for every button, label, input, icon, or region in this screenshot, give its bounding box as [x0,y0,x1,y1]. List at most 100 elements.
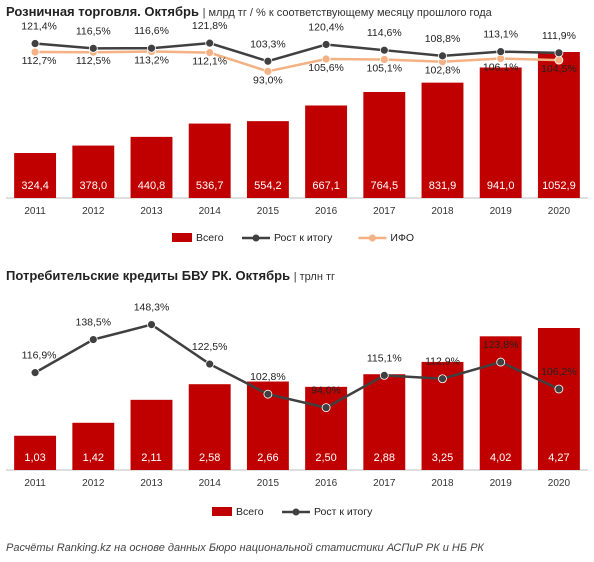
bar-value-label: 440,8 [138,180,166,192]
point-value-label: 108,8% [425,33,461,45]
x-tick-label: 2011 [24,478,46,489]
bar-value-label: 941,0 [487,180,515,192]
x-tick-label: 2014 [199,478,222,489]
x-tick-label: 2018 [431,478,454,489]
x-tick-label: 2016 [315,478,338,489]
x-tick-label: 2015 [257,478,280,489]
bar [72,422,115,470]
bar [72,145,115,198]
legend-label: ИФО [390,232,414,244]
bar-value-label: 1,42 [83,452,104,464]
point-value-label: 112,5% [76,55,111,67]
legend-marker [252,234,260,242]
bar [421,82,464,198]
point-value-label: 123,8% [483,339,519,351]
x-tick-label: 2014 [199,206,222,217]
point-value-label: 121,4% [21,22,57,33]
point-value-label: 105,1% [366,62,402,74]
x-tick-label: 2020 [548,478,571,489]
point-value-label: 116,6% [134,25,169,37]
x-tick-label: 2013 [140,478,163,489]
series-point [554,384,564,394]
x-tick-label: 2011 [24,206,46,217]
legend-label: Всего [196,232,224,244]
series-point [205,48,215,58]
series-point [379,55,389,64]
chart-1-subtitle: | млрд тг / % к соответствующему месяцу … [202,7,492,19]
series-line [34,41,559,63]
point-value-label: 116,9% [22,350,57,362]
bar-value-label: 764,5 [371,180,399,192]
bar [363,91,406,198]
bar [363,374,406,470]
bar [479,336,522,470]
legend-marker [292,508,300,516]
bar [14,153,57,198]
x-tick-label: 2020 [548,206,571,217]
series-point [379,370,389,380]
point-value-label: 138,5% [75,317,111,329]
legend-label: Рост к итогу [314,506,373,518]
legend-label: Всего [236,506,264,518]
x-tick-label: 2016 [315,206,338,217]
point-value-label: 120,4% [308,22,344,34]
bar-value-label: 1,03 [24,452,45,464]
bar [305,105,348,198]
bar-value-label: 536,7 [196,180,224,192]
series-point [496,47,506,57]
bar [188,384,231,470]
legend-swatch [172,233,192,242]
source-footnote: Расчёты Ranking.kz на основе данных Бюро… [6,542,484,554]
legend-marker [368,234,376,242]
series-line [34,323,560,409]
retail-trade-chart: 324,4 2011 378,0 2012 440,8 2013 536,7 2014 554,… [6,22,588,244]
point-value-label: 104,5% [541,63,577,75]
x-tick-label: 2019 [490,206,513,217]
bar-value-label: 324,4 [21,180,49,192]
bar [246,121,289,198]
point-value-label: 111,9% [542,30,576,42]
point-value-label: 106,1% [483,62,519,74]
series-point [88,43,98,53]
bar-value-label: 3,25 [432,452,453,464]
point-value-label: 94,0% [311,385,341,397]
point-value-label: 114,6% [367,27,402,39]
series-point [30,39,40,48]
series-point [147,43,156,53]
bar [188,123,231,198]
bar [14,435,57,470]
x-tick-label: 2013 [140,206,163,217]
bar [479,67,522,198]
bar [537,328,580,470]
series-point [321,40,331,49]
point-value-label: 106,2% [541,366,577,378]
point-value-label: 112,7% [22,55,57,67]
x-tick-label: 2017 [373,206,396,217]
point-value-label: 116,5% [76,25,111,37]
legend-label: Рост к итогу [274,232,333,244]
point-value-label: 112,1% [192,56,227,68]
bar-value-label: 831,9 [429,180,457,192]
bar-value-label: 378,0 [80,180,108,192]
point-value-label: 112,9% [425,356,460,368]
bar [537,52,580,198]
x-tick-label: 2019 [490,478,513,489]
bar-value-label: 2,66 [257,452,278,464]
series-point [30,47,40,57]
series-point [30,368,40,378]
point-value-label: 105,6% [308,62,344,74]
chart-1-title-main: Розничная торговля. Октябрь [6,4,199,19]
bar-value-label: 2,88 [374,452,395,464]
point-value-label: 122,5% [192,341,228,353]
series-point [263,389,273,399]
bar-value-label: 2,58 [199,452,220,464]
point-value-label: 115,1% [367,352,402,364]
bar-value-label: 1052,9 [542,180,576,192]
bar-value-label: 554,2 [254,180,282,192]
series-point [263,56,273,66]
x-tick-label: 2012 [82,206,105,217]
bar-value-label: 2,50 [315,452,336,464]
bar-value-label: 2,11 [141,452,162,464]
series-point [554,48,564,58]
series-point [263,66,273,76]
